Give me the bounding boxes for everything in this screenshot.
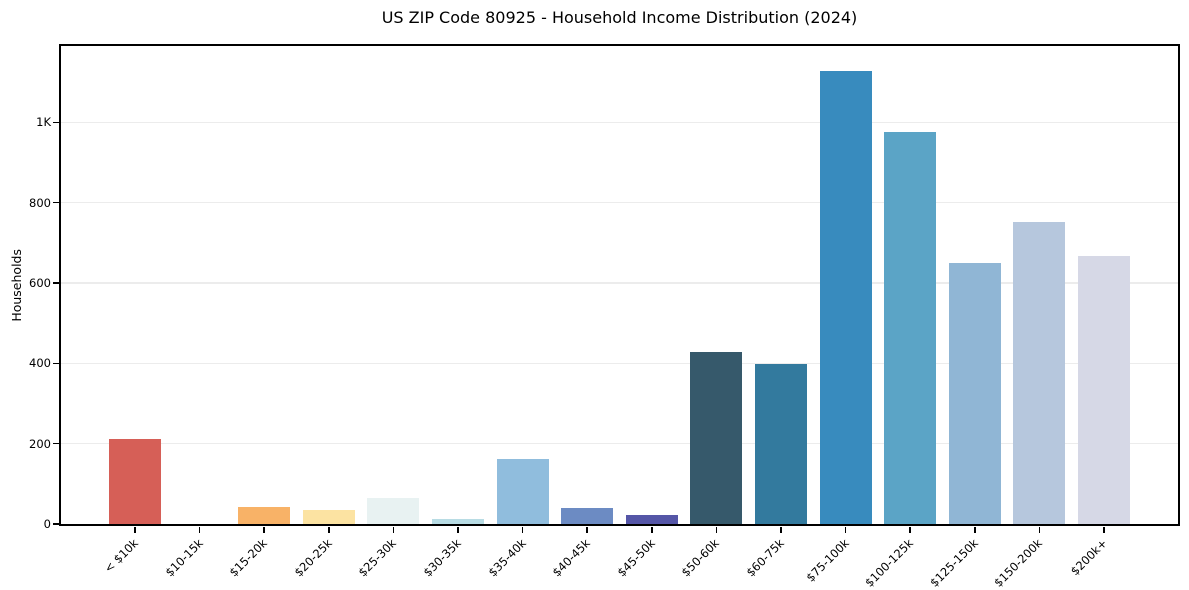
bar-6 [496,458,549,524]
plot-area: 0 200 400 600 800 1K < $10k $10-15k $15-20k $20-2… [29,44,1180,590]
y-tick-label: 600 [29,275,51,290]
y-tick-label: 800 [29,195,51,210]
x-tick-mark [909,527,911,533]
gridline [61,282,1178,284]
bar-14 [1013,221,1066,524]
bar-9 [690,352,743,524]
gridline [61,362,1178,365]
x-tick-mark [134,527,136,533]
x-tick-mark [844,527,847,533]
bar-3 [302,510,355,524]
x-tick-label: $200k+ [940,536,1110,578]
y-tick-label: 200 [29,436,51,451]
y-tick-mark [53,523,59,525]
y-tick-mark [53,442,59,445]
x-tick-mark [198,527,201,533]
bar-12 [884,131,937,524]
bar-4 [367,497,420,524]
x-tick-mark [457,527,459,533]
x-tick-mark [263,527,265,533]
y-tick-label: 1K [36,115,51,130]
x-tick-mark [521,527,524,533]
y-tick-mark [53,121,59,124]
bar-11 [819,71,872,524]
x-tick-mark [1038,527,1041,533]
gridline [61,201,1178,204]
x-tick-mark [1103,527,1105,533]
gridline [61,442,1178,445]
bar-0 [109,438,161,524]
bar-8 [625,515,678,524]
x-tick-mark [328,527,330,533]
chart-title: US ZIP Code 80925 - Household Income Dis… [381,8,858,27]
y-tick-label: 0 [43,517,51,531]
y-tick-label: 400 [29,356,51,371]
y-tick-mark [53,362,59,365]
bar-15 [1078,255,1130,524]
y-tick-mark [53,201,59,204]
x-tick-mark [651,527,653,533]
bar-2 [238,507,291,524]
x-tick-mark [392,527,395,533]
bar-13 [948,263,1001,524]
gridline [61,121,1178,124]
bar-10 [755,364,807,524]
x-tick-mark [586,527,588,533]
x-tick-mark [974,527,976,533]
bar-5 [432,518,484,524]
x-tick-mark [780,527,782,533]
y-tick-mark [53,282,59,284]
x-tick-mark [715,527,718,533]
bar-7 [561,507,614,524]
